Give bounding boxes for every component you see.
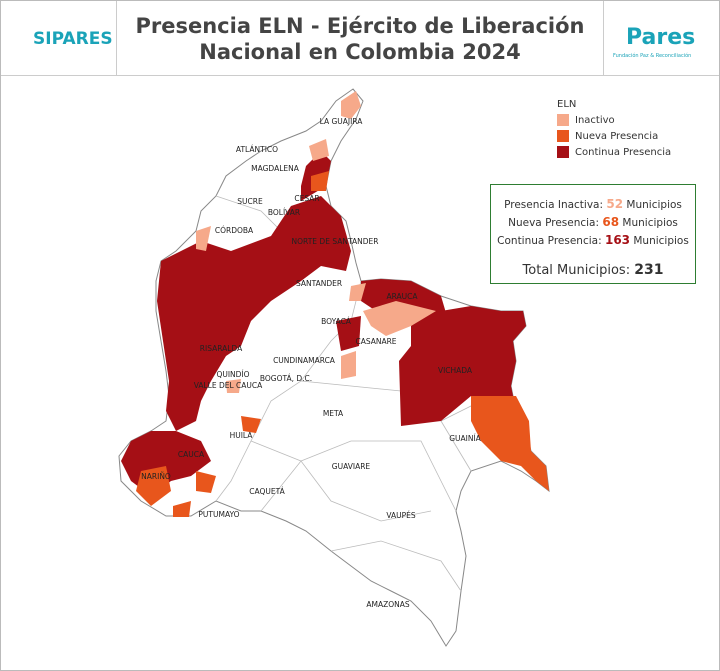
logo-subtitle: Fundación Paz & Reconciliación (613, 53, 692, 59)
legend-swatch (557, 130, 569, 142)
legend-item: Continua Presencia (557, 146, 671, 158)
map-labels: LA GUAJIRA ATLÁNTICO MAGDALENA CESAR SUCRE BO… (141, 117, 482, 609)
summary-label: Continua Presencia: (497, 235, 602, 247)
total-label: Total Municipios: (522, 263, 631, 278)
region-label: SUCRE (237, 197, 263, 206)
summary-unit: Municipios (622, 217, 678, 229)
region-label: ARAUCA (386, 292, 418, 301)
logo-box (603, 1, 604, 75)
region-label: BOGOTÁ, D.C. (260, 374, 312, 383)
region-label: NORTE DE SANTANDER (292, 237, 379, 246)
region-label: PUTUMAYO (198, 510, 239, 519)
eln-presence (121, 91, 549, 517)
region-label: CESAR (294, 194, 319, 203)
legend-label: Continua Presencia (575, 146, 672, 158)
region-label: NARIÑO (141, 472, 171, 481)
title-line: Presencia ELN - Ejército de Liberación (135, 14, 585, 38)
legend-swatch (557, 114, 569, 126)
region-label: RISARALDA (200, 344, 243, 353)
legend-title: ELN (557, 99, 577, 110)
region-label: LA GUAJIRA (320, 117, 364, 126)
summary-count: 52 (606, 197, 624, 211)
legend-label: Inactivo (575, 114, 615, 126)
header: SIPARES Presencia ELN - Ejército de Libe… (1, 1, 719, 76)
summary-unit: Municipios (626, 199, 682, 211)
region-label: VALLE DEL CAUCA (194, 381, 263, 390)
summary-rows: Presencia Inactiva: 52 Municipios Nueva P… (491, 196, 695, 250)
map: LA GUAJIRA ATLÁNTICO MAGDALENA CESAR SUCRE BO… (118, 88, 550, 647)
legend-label: Nueva Presencia (575, 130, 659, 142)
region-label: GUAINÍA (449, 434, 481, 443)
region-label: AMAZONAS (366, 600, 410, 609)
summary-count: 68 (602, 215, 620, 229)
title-line: Nacional en Colombia 2024 (199, 40, 521, 64)
legend: ELN Inactivo Nueva Presencia Continua Pres… (557, 99, 671, 158)
summary-total: Total Municipios: 231 (491, 262, 695, 278)
region-label: QUINDÍO (216, 370, 249, 379)
region-label: GUAVIARE (332, 462, 371, 471)
region-label: META (323, 409, 344, 418)
logo-right: Pares (626, 25, 696, 50)
title: Presencia ELN - Ejército de Liberación Na… (117, 13, 603, 65)
summary-label: Presencia Inactiva: (504, 199, 604, 211)
legend-item: Nueva Presencia (557, 130, 671, 142)
summary-row: Presencia Inactiva: 52 Municipios (491, 196, 695, 214)
summary-label: Nueva Presencia: (508, 217, 600, 229)
region-label: MAGDALENA (251, 164, 300, 173)
region-label: VICHADA (438, 366, 473, 375)
logo-box (1, 1, 117, 75)
region-label: SANTANDER (296, 279, 342, 288)
region-label: BOLÍVAR (268, 208, 300, 217)
region-label: HUILA (230, 431, 254, 440)
summary-count: 163 (604, 233, 631, 247)
legend-swatch (557, 146, 569, 158)
summary-row: Continua Presencia: 163 Municipios (491, 232, 695, 250)
total-value: 231 (634, 262, 664, 278)
legend-item: Inactivo (557, 114, 671, 126)
region-label: VAUPÉS (386, 511, 416, 520)
region-label: CÓRDOBA (215, 226, 254, 235)
region-label: ATLÁNTICO (236, 145, 278, 154)
region-label: CUNDINAMARCA (273, 356, 336, 365)
region-label: BOYACÁ (321, 317, 352, 326)
legend-items: Inactivo Nueva Presencia Continua Presenci… (557, 114, 671, 158)
region-label: CASANARE (355, 337, 396, 346)
region-label: CAUCA (178, 450, 205, 459)
summary-unit: Municipios (633, 235, 689, 247)
summary-box: Presencia Inactiva: 52 Municipios Nueva P… (490, 184, 696, 284)
summary-row: Nueva Presencia: 68 Municipios (491, 214, 695, 232)
logo-left: SIPARES (33, 29, 113, 49)
region-label: CAQUETÁ (249, 487, 285, 496)
